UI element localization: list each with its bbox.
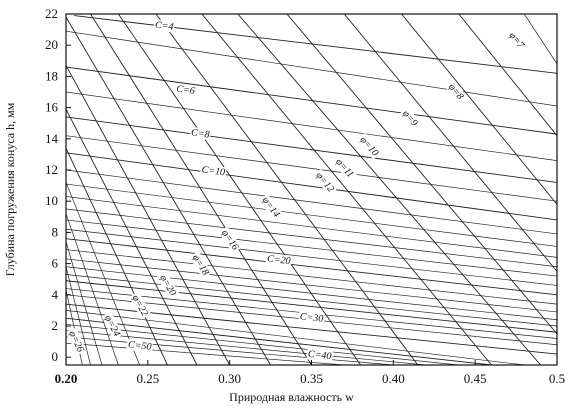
ticks-layer: 0.20 0.25 0.30 0.35 0.40 0.45 0.5 0 2 4 6 8 10 12 14 16… — [45, 6, 565, 386]
phi-line-11 — [237, 14, 541, 365]
minor-line-21 — [66, 182, 140, 365]
minor-line-7 — [66, 219, 557, 277]
phi-line-14 — [155, 14, 419, 365]
c-label-8: C=8 — [190, 127, 210, 140]
x-tick-label: 0.5 — [549, 371, 565, 386]
x-tick-label: 0.25 — [136, 371, 159, 386]
y-tick-label: 14 — [45, 131, 59, 146]
minor-line-1 — [66, 91, 557, 161]
phi-label-26-bg — [65, 327, 87, 356]
phi-line-7 — [458, 14, 557, 136]
c-label-30: C=30 — [299, 311, 323, 324]
c-line-50 — [66, 317, 492, 365]
y-tick-label: 6 — [52, 256, 59, 271]
phi-line-10 — [286, 14, 557, 335]
phi-line-12 — [201, 14, 492, 365]
phi-label-8-bg — [445, 80, 467, 103]
minor-line-0 — [66, 30, 557, 107]
phi-label-22-bg — [129, 291, 152, 320]
minor-line-12 — [66, 274, 557, 327]
phi-line-24 — [66, 108, 198, 365]
phi-label-24-bg — [101, 311, 123, 340]
c-label-50: C=50 — [127, 339, 151, 352]
phi-label-11-bg — [332, 154, 358, 182]
phi-label-14-bg — [258, 193, 284, 221]
phi-line-9 — [343, 14, 557, 272]
phi-label-12-bg — [312, 168, 338, 196]
c-line-6 — [66, 66, 557, 135]
c-label-6-bg — [174, 83, 197, 97]
minor-line-18 — [66, 336, 394, 365]
x-axis-title: Природная влажность w — [229, 390, 354, 404]
c-label-30-bg — [298, 310, 325, 325]
phi-line-8 — [401, 14, 557, 205]
y-tick-label: 0 — [52, 349, 59, 364]
lines-layer — [66, 14, 557, 365]
y-tick-label: 22 — [45, 6, 58, 21]
c-label-20: C=20 — [267, 253, 292, 267]
phi-line-18 — [90, 14, 312, 365]
minor-line-8 — [66, 228, 557, 286]
phi-label-20-bg — [156, 271, 180, 300]
x-tick-label: 0.30 — [218, 371, 241, 386]
minor-line-5 — [66, 196, 557, 258]
phi-label-9-bg — [399, 106, 421, 130]
minor-line-17 — [66, 330, 427, 365]
phi-label-7-bg — [505, 28, 528, 52]
c-label-4: C=4 — [154, 20, 174, 33]
c-label-6: C=6 — [176, 84, 196, 97]
c-label-4-bg — [153, 19, 175, 33]
phi-line-16 — [118, 14, 361, 365]
c-label-10: C=10 — [201, 164, 226, 178]
phi-line-22 — [66, 65, 231, 365]
y-axis-title: Глубина погружения конуса h, мм — [3, 102, 17, 276]
c-label-40-bg — [306, 348, 334, 362]
minor-line-10 — [66, 258, 557, 313]
minor-line-4 — [66, 183, 557, 247]
minor-line-15 — [66, 310, 525, 365]
c-line-30 — [66, 280, 557, 333]
c-label-40: C=40 — [307, 349, 331, 362]
phi-label-16-bg — [218, 226, 242, 254]
minor-line-6 — [66, 208, 557, 268]
c-line-8 — [66, 116, 557, 183]
minor-line-9 — [66, 249, 557, 305]
x-tick-label: 0.20 — [55, 371, 78, 386]
y-tick-label: 20 — [45, 37, 58, 52]
x-tick-label: 0.40 — [382, 371, 405, 386]
c-label-8-bg — [189, 126, 212, 141]
minor-line-16 — [66, 324, 459, 365]
y-tick-label: 8 — [52, 224, 59, 239]
y-tick-label: 12 — [45, 162, 58, 177]
x-tick-label: 0.35 — [300, 371, 323, 386]
c-label-50-bg — [126, 338, 154, 353]
c-line-20 — [66, 238, 557, 296]
minor-line-20 — [523, 14, 557, 65]
phi-line-20 — [66, 16, 271, 365]
x-tick-label: 0.45 — [464, 371, 487, 386]
minor-line-23 — [66, 241, 103, 365]
y-tick-label: 10 — [45, 193, 58, 208]
phi-label-10-bg — [356, 132, 382, 160]
c-label-20-bg — [265, 253, 293, 267]
minor-line-22 — [66, 213, 119, 365]
c-label-10-bg — [199, 163, 227, 179]
y-tick-label: 4 — [52, 287, 59, 302]
phi-line-26 — [66, 147, 168, 365]
minor-line-3 — [66, 169, 557, 235]
minor-line-24 — [66, 266, 91, 365]
minor-line-2 — [66, 135, 557, 202]
phi-label-18-bg — [189, 251, 213, 279]
y-tick-label: 18 — [45, 68, 58, 83]
c-line-10 — [66, 152, 557, 221]
y-tick-label: 2 — [52, 318, 59, 333]
y-tick-label: 16 — [45, 100, 59, 115]
